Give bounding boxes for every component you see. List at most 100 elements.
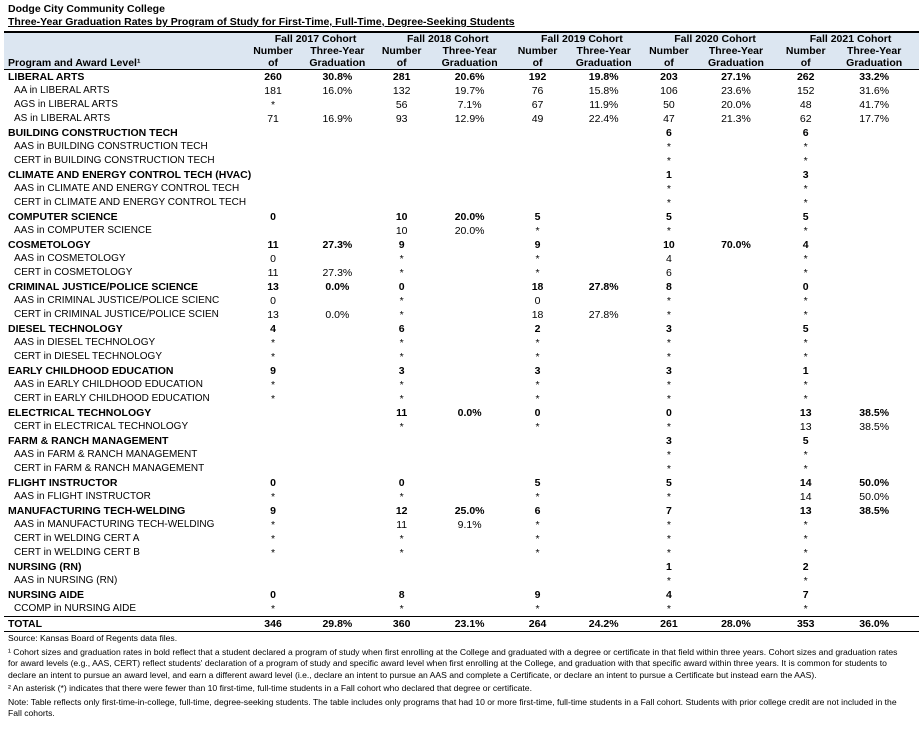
rate-header: Three-Year [423, 45, 516, 57]
graduation-rate: 12.9% [454, 113, 485, 125]
graduation-rate [829, 392, 919, 406]
cohort-count: 13 [267, 309, 279, 321]
cohort-count: 12 [395, 505, 408, 517]
cohort-count: 50 [663, 99, 675, 111]
cohort-count: 6 [666, 267, 672, 279]
award-label: CERT in CLIMATE AND ENERGY CONTROL TECH [14, 197, 247, 208]
graduation-rate: 27.1% [721, 71, 751, 83]
graduation-rate [295, 98, 380, 112]
cohort-count: 264 [515, 616, 560, 632]
cohort-header: Fall 2021 Cohort [782, 31, 919, 45]
graduation-rate [423, 322, 515, 336]
graduation-rate [295, 448, 380, 462]
graduation-rate [423, 560, 515, 574]
cohort-count: 56 [395, 99, 408, 111]
graduation-rate [423, 462, 515, 476]
graduation-rate [295, 168, 380, 182]
cohort-count [380, 126, 424, 140]
cohort-count: 13 [799, 407, 812, 419]
award-label: CCOMP in NURSING AIDE [14, 603, 137, 614]
graduation-rate [690, 504, 782, 518]
cohort-count [380, 168, 424, 182]
number-header: of [782, 57, 830, 70]
graduation-rate [559, 266, 648, 280]
cohort-count [380, 154, 424, 168]
table-row: CERT in DIESEL TECHNOLOGY * * * * * [4, 350, 919, 364]
graduation-rate [690, 210, 782, 224]
cohort-count: 9 [534, 239, 541, 251]
table-row: DIESEL TECHNOLOGY 4 6 2 3 5 [4, 322, 919, 336]
cohort-count: 260 [264, 71, 282, 83]
graduation-rate [423, 154, 515, 168]
cohort-count: 2 [534, 323, 541, 335]
graduation-rate [559, 140, 648, 154]
number-header: Number [782, 45, 830, 57]
cohort-count: * [803, 183, 808, 195]
rate-header: Graduation [559, 57, 649, 70]
award-label: AAS in NURSING (RN) [14, 575, 118, 586]
cohort-count: * [666, 141, 671, 153]
graduation-rate [690, 588, 782, 602]
graduation-rate [423, 364, 515, 378]
cohort-count: 360 [379, 616, 424, 632]
award-label: AAS in CLIMATE AND ENERGY CONTROL TECH [14, 183, 240, 194]
graduation-rate [690, 476, 782, 490]
program-label: BUILDING CONSTRUCTION TECH [8, 127, 178, 139]
table-row: AAS in COMPUTER SCIENCE 10 20.0% * * * [4, 224, 919, 238]
rate-header: Graduation [423, 57, 516, 70]
program-label: FLIGHT INSTRUCTOR [8, 477, 118, 489]
cohort-count: 0 [270, 477, 276, 489]
cohort-count: 9 [270, 365, 276, 377]
graduation-rate: 70.0% [721, 239, 751, 251]
cohort-count [516, 168, 560, 182]
cohort-count [516, 560, 560, 574]
graduation-rate [559, 182, 648, 196]
cohort-count: 4 [666, 253, 672, 265]
cohort-count: * [803, 603, 808, 615]
table-row: AAS in COSMETOLOGY 0 * * 4 * [4, 252, 919, 266]
graduation-rate: 0.0% [457, 407, 482, 419]
graduation-rate [559, 462, 648, 476]
award-label: AAS in MANUFACTURING TECH-WELDING [14, 519, 215, 530]
graduation-rate [295, 378, 380, 392]
graduation-rate [829, 462, 919, 476]
graduation-rate [690, 392, 782, 406]
cohort-count: * [535, 519, 540, 531]
award-label: AS in LIBERAL ARTS [14, 113, 111, 124]
cohort-count: * [666, 197, 671, 209]
cohort-count: 5 [534, 211, 541, 223]
graduation-rate [690, 364, 782, 378]
table-row: CERT in COSMETOLOGY 11 27.3% * * 6 * [4, 266, 919, 280]
cohort-count [516, 434, 560, 448]
cohort-count: * [803, 225, 808, 237]
graduation-rate [829, 378, 919, 392]
graduation-rate: 16.9% [322, 113, 353, 125]
graduation-rate [690, 420, 782, 434]
subtitle: Three-Year Graduation Rates by Program o… [8, 16, 515, 28]
cohort-count: * [399, 337, 404, 349]
table-row: AS in LIBERAL ARTS 71 16.9% 93 12.9% 49 22.4% 4… [4, 112, 919, 126]
table-row: FARM & RANCH MANAGEMENT 3 5 [4, 434, 919, 448]
graduation-rate [295, 154, 380, 168]
table-row: AAS in NURSING (RN) * * [4, 574, 919, 588]
graduation-rate: 38.5% [859, 421, 890, 433]
cohort-count: 67 [531, 99, 544, 111]
graduation-rate [295, 350, 380, 364]
graduation-rate [690, 350, 782, 364]
cohort-count: * [399, 393, 404, 405]
cohort-count: 0 [398, 477, 405, 489]
cohort-count: * [666, 421, 671, 433]
cohort-count: * [803, 449, 808, 461]
cohort-count: * [535, 379, 540, 391]
graduation-rate [690, 308, 782, 322]
table-row: AAS in MANUFACTURING TECH-WELDING * 11 9.1%… [4, 518, 919, 532]
table-row: CLIMATE AND ENERGY CONTROL TECH (HVAC) 1 3 [4, 168, 919, 182]
cohort-count: 0 [802, 281, 809, 293]
cohort-count: 262 [796, 71, 815, 83]
graduation-rate [690, 546, 782, 560]
award-label: AAS in BUILDING CONSTRUCTION TECH [14, 141, 208, 152]
graduation-rate [690, 154, 782, 168]
cohort-count: * [803, 253, 808, 265]
cohort-count: 9 [534, 589, 541, 601]
